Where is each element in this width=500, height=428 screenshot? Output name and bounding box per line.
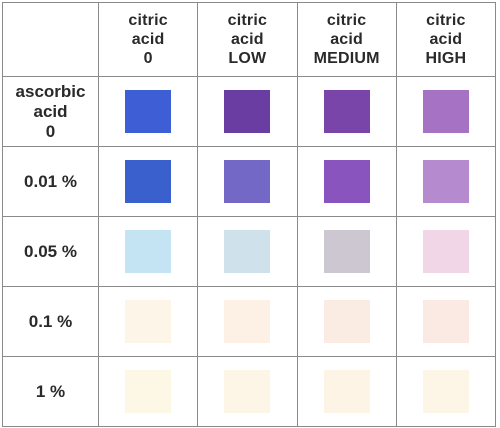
swatch-cell [97,356,199,427]
column-header-line: 0 [143,50,153,67]
header-row: citric acid 0 citric acid LOW citric aci… [2,2,497,77]
column-header-line: acid [230,31,264,48]
color-swatch [422,90,469,133]
row-label-cell: 0.05 % [2,216,99,287]
color-swatch [422,160,469,203]
table-row: 1 % [2,356,497,427]
column-header-line: LOW [228,50,267,67]
color-swatch [224,230,271,273]
table-row: 0.05 % [2,216,497,287]
column-header-line: acid [330,31,364,48]
swatch-cell [197,356,298,427]
row-label-line: acid [33,101,68,121]
color-swatch [125,300,172,343]
table-row: 0.01 % [2,146,497,217]
swatch-cell [97,286,199,357]
row-label-line: ascorbic [15,81,86,101]
swatch-cell [395,216,497,287]
color-swatch [422,230,469,273]
row-label-cell: ascorbic acid 0 [2,76,99,147]
swatch-cell [97,216,199,287]
swatch-cell [296,146,397,217]
corner-cell [2,2,99,77]
swatch-cell [97,76,199,147]
row-label-line: 0.1 % [28,311,73,331]
swatch-cell [395,356,497,427]
column-header-line: citric [227,12,268,29]
swatch-cell [197,76,298,147]
swatch-cell [296,76,397,147]
color-swatch [224,90,271,133]
column-header: citric acid LOW [197,2,298,77]
column-header-line: acid [429,31,463,48]
row-label-cell: 0.01 % [2,146,99,217]
swatch-cell [296,356,397,427]
table-row: 0.1 % [2,286,497,357]
color-swatch [125,370,172,413]
color-swatch [224,300,271,343]
color-swatch [422,300,469,343]
row-label-line: 1 % [35,381,66,401]
color-swatch [323,160,370,203]
column-header: citric acid MEDIUM [296,2,397,77]
swatch-cell [197,286,298,357]
row-label-line: 0.05 % [24,241,77,261]
color-swatch [323,230,370,273]
row-label-line: 0.01 % [24,171,77,191]
swatch-cell [197,216,298,287]
color-swatch [224,370,271,413]
swatch-cell [296,216,397,287]
column-header: citric acid HIGH [395,2,497,77]
swatch-cell [197,146,298,217]
swatch-cell [296,286,397,357]
column-header: citric acid 0 [97,2,199,77]
color-swatch [224,160,271,203]
color-swatch [323,370,370,413]
column-header-line: MEDIUM [313,50,380,67]
color-swatch [125,160,172,203]
column-header-line: citric [128,12,168,29]
swatch-cell [97,146,199,217]
swatch-cell [395,76,497,147]
swatch-cell [395,146,497,217]
color-swatch [422,370,469,413]
color-swatch [323,90,370,133]
column-header-line: citric [326,12,367,29]
column-header-line: citric [426,12,466,29]
column-header-line: acid [131,31,165,48]
color-swatch [125,230,172,273]
row-label-cell: 0.1 % [2,286,99,357]
column-header-line: HIGH [425,50,467,67]
row-label-cell: 1 % [2,356,99,427]
row-label-line: 0 [45,121,56,141]
color-swatch [125,90,172,133]
swatch-cell [395,286,497,357]
table-row: ascorbic acid 0 [2,76,497,147]
color-swatch [323,300,370,343]
